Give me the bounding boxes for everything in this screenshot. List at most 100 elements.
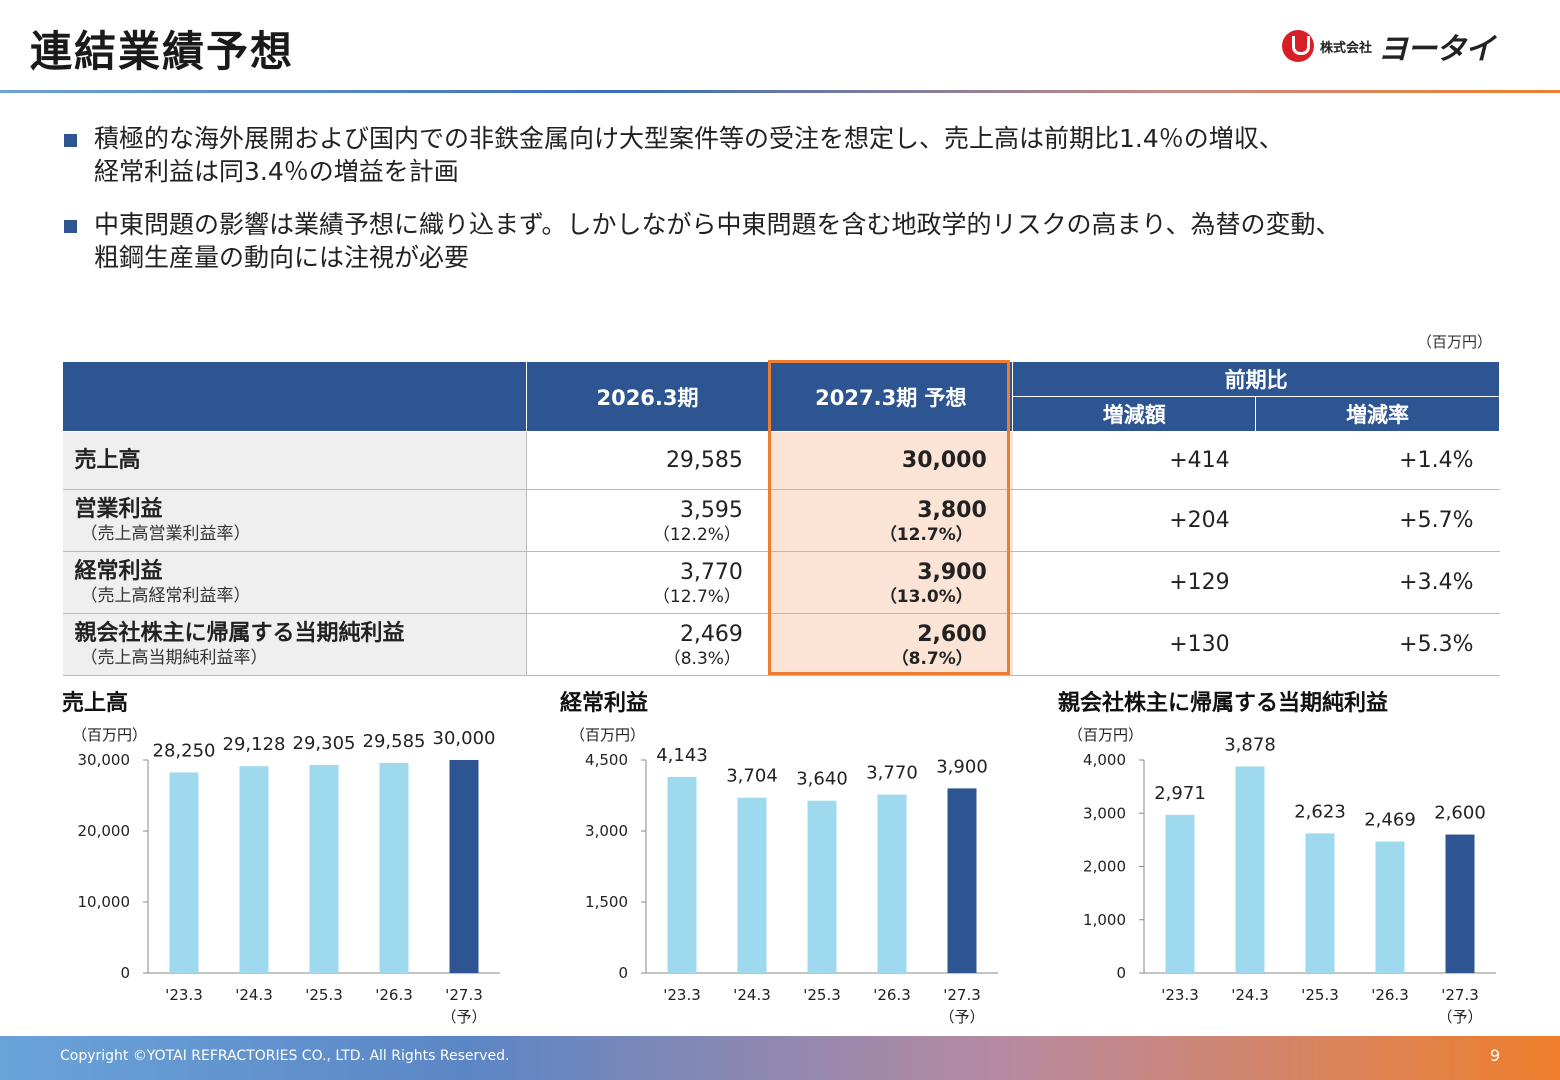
bar-value-label: 4,143 bbox=[656, 745, 708, 766]
title-divider bbox=[0, 90, 1560, 93]
row-label: 売上高 bbox=[74, 447, 141, 473]
y-tick-label: 4,000 bbox=[1083, 751, 1126, 769]
x-tick-sublabel: （予） bbox=[441, 1008, 486, 1026]
bar-value-label: 3,900 bbox=[936, 756, 988, 777]
logo-mark-icon bbox=[1282, 30, 1314, 62]
x-tick-label: '24.3 bbox=[235, 986, 273, 1004]
page-number: 9 bbox=[1489, 1046, 1500, 1065]
value-diff: +130 bbox=[1012, 613, 1256, 676]
value-2026: 2,469 bbox=[679, 621, 743, 647]
value-2026: 3,595 bbox=[679, 497, 743, 523]
table-row: 親会社株主に帰属する当期純利益 （売上高当期純利益率） 2,469 （8.3%）… bbox=[62, 613, 1500, 676]
bar-value-label: 3,640 bbox=[796, 769, 848, 790]
value-2027: 30,000 bbox=[901, 447, 987, 473]
bar bbox=[1375, 841, 1405, 973]
bar bbox=[667, 776, 697, 973]
bar-value-label: 3,770 bbox=[866, 763, 918, 784]
value-2027: 3,800 bbox=[917, 497, 987, 523]
ratio-2026: （8.3%） bbox=[663, 648, 741, 669]
bar bbox=[807, 800, 837, 973]
bar bbox=[239, 766, 269, 973]
bar bbox=[449, 760, 479, 973]
copyright-text: Copyright ©YOTAI REFRACTORIES CO., LTD. … bbox=[60, 1048, 510, 1064]
table-row: 営業利益 （売上高営業利益率） 3,595 （12.2%） 3,800 （12.… bbox=[62, 489, 1500, 552]
table-row: 売上高 29,585 30,000 +414 +1.4% bbox=[62, 431, 1500, 490]
bar-value-label: 30,000 bbox=[433, 728, 496, 749]
bar bbox=[1165, 814, 1195, 973]
value-rate: +1.4% bbox=[1255, 431, 1500, 490]
x-tick-label: '26.3 bbox=[375, 986, 413, 1004]
chart-title-sales: 売上高 bbox=[62, 691, 129, 716]
forecast-table: 2026.3期 2027.3期 予想 前期比 増減額 増減率 売上高 29,58… bbox=[62, 361, 1500, 676]
y-tick-label: 1,500 bbox=[585, 893, 628, 911]
y-tick-label: 4,500 bbox=[585, 751, 628, 769]
bar bbox=[169, 772, 199, 973]
bar bbox=[877, 794, 907, 973]
bullet-text-line: 中東問題の影響は業績予想に織り込まず。しかしながら中東問題を含む地政学的リスクの… bbox=[94, 210, 1341, 239]
y-tick-label: 20,000 bbox=[78, 822, 131, 840]
y-tick-label: 0 bbox=[120, 964, 130, 982]
x-tick-sublabel: （予） bbox=[1437, 1008, 1482, 1026]
value-rate: +5.7% bbox=[1255, 489, 1500, 552]
bar-value-label: 28,250 bbox=[153, 740, 216, 761]
bar bbox=[379, 762, 409, 973]
sales-bar-chart: （百万円） 0 10,000 20,000 30,000 28,250 '23.3 29,12… bbox=[72, 726, 500, 1026]
bar-value-label: 3,704 bbox=[726, 766, 778, 787]
ratio-2026: （12.7%） bbox=[652, 586, 741, 607]
x-tick-label: '23.3 bbox=[663, 986, 701, 1004]
header-rate: 増減率 bbox=[1255, 396, 1500, 432]
header-yoy: 前期比 bbox=[1012, 361, 1500, 397]
x-tick-label: '27.3 bbox=[943, 986, 981, 1004]
y-tick-label: 3,000 bbox=[1083, 804, 1126, 822]
header-2026: 2026.3期 bbox=[525, 361, 770, 432]
y-tick-label: 10,000 bbox=[78, 893, 131, 911]
value-rate: +3.4% bbox=[1255, 551, 1500, 614]
row-sublabel: （売上高当期純利益率） bbox=[80, 647, 268, 668]
bar bbox=[1235, 766, 1265, 973]
bullet-item: 中東問題の影響は業績予想に織り込まず。しかしながら中東問題を含む地政学的リスクの… bbox=[64, 208, 1524, 274]
value-2026: 3,770 bbox=[679, 559, 743, 585]
bullet-text-line: 積極的な海外展開および国内での非鉄金属向け大型案件等の受注を想定し、売上高は前期… bbox=[94, 124, 1284, 153]
bullet-square-icon bbox=[64, 134, 77, 147]
row-sublabel: （売上高営業利益率） bbox=[80, 523, 251, 544]
x-tick-sublabel: （予） bbox=[939, 1008, 984, 1026]
ratio-2027: （8.7%） bbox=[891, 648, 973, 669]
value-2026: 29,585 bbox=[665, 447, 743, 473]
bar-value-label: 29,585 bbox=[363, 731, 426, 752]
chart-unit-label: （百万円） bbox=[570, 726, 645, 744]
table-row: 経常利益 （売上高経常利益率） 3,770 （12.7%） 3,900 （13.… bbox=[62, 551, 1500, 614]
company-logo: 株式会社 ヨータイ bbox=[1282, 26, 1495, 67]
bar-value-label: 2,623 bbox=[1294, 801, 1346, 822]
summary-bullets: 積極的な海外展開および国内での非鉄金属向け大型案件等の受注を想定し、売上高は前期… bbox=[64, 122, 1524, 294]
ratio-2027: （12.7%） bbox=[879, 524, 973, 545]
chart-title-ordinary-profit: 経常利益 bbox=[560, 691, 649, 716]
x-tick-label: '23.3 bbox=[165, 986, 203, 1004]
bar-value-label: 2,971 bbox=[1154, 783, 1206, 804]
ratio-2027: （13.0%） bbox=[879, 586, 973, 607]
bar-value-label: 3,878 bbox=[1224, 734, 1276, 755]
value-diff: +129 bbox=[1012, 551, 1256, 614]
footer-bar: Copyright ©YOTAI REFRACTORIES CO., LTD. … bbox=[0, 1036, 1560, 1080]
x-tick-label: '24.3 bbox=[1231, 986, 1269, 1004]
x-tick-label: '23.3 bbox=[1161, 986, 1199, 1004]
x-tick-label: '25.3 bbox=[1301, 986, 1339, 1004]
value-2027: 3,900 bbox=[917, 559, 987, 585]
x-tick-label: '25.3 bbox=[803, 986, 841, 1004]
chart-unit-label: （百万円） bbox=[1068, 726, 1143, 744]
value-diff: +204 bbox=[1012, 489, 1256, 552]
logo-name: ヨータイ bbox=[1378, 32, 1495, 67]
bar bbox=[947, 788, 977, 973]
y-tick-label: 30,000 bbox=[78, 751, 131, 769]
header-blank-cell bbox=[62, 361, 527, 432]
bullet-text-line: 経常利益は同3.4％の増益を計画 bbox=[94, 157, 459, 186]
value-diff: +414 bbox=[1012, 431, 1256, 490]
bar bbox=[309, 764, 339, 973]
bar-value-label: 2,469 bbox=[1364, 810, 1416, 831]
x-tick-label: '24.3 bbox=[733, 986, 771, 1004]
bullet-square-icon bbox=[64, 220, 77, 233]
value-rate: +5.3% bbox=[1255, 613, 1500, 676]
x-tick-label: '25.3 bbox=[305, 986, 343, 1004]
header-2027-forecast: 2027.3期 予想 bbox=[768, 361, 1014, 432]
ordinary-profit-bar-chart: （百万円） 0 1,500 3,000 4,500 4,143 '23.3 3,704 '24.… bbox=[570, 726, 998, 1026]
chart-unit-label: （百万円） bbox=[72, 726, 147, 744]
